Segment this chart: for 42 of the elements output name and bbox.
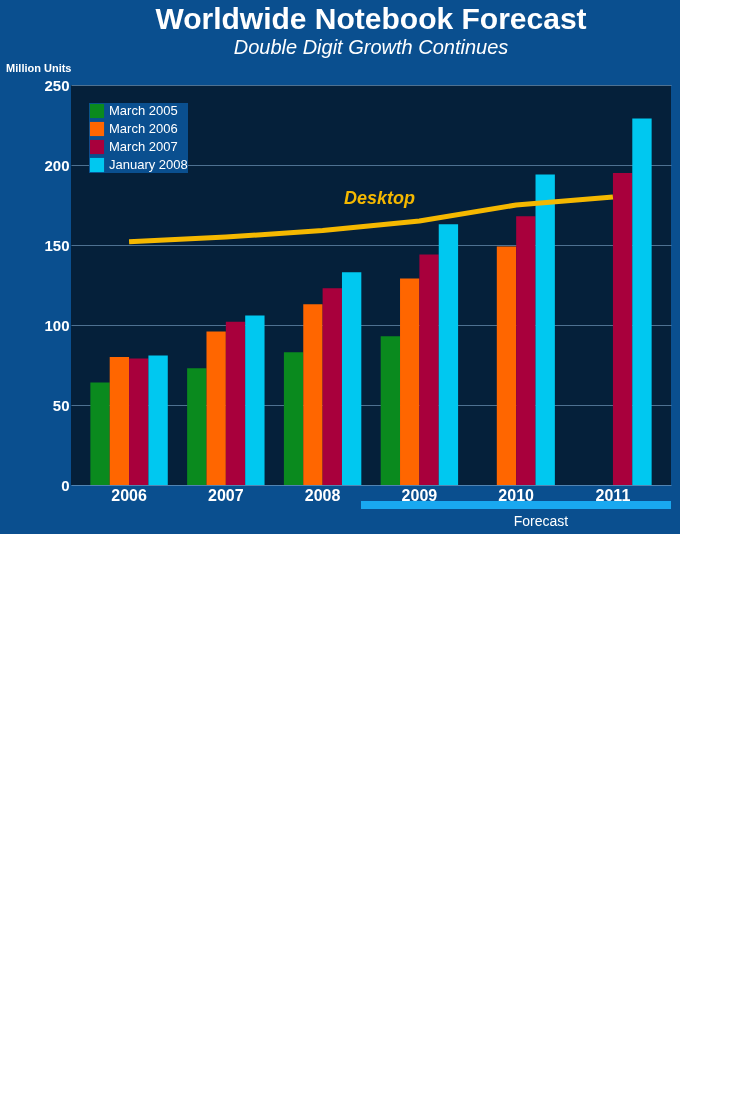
- x-tick-label: 2009: [401, 486, 438, 504]
- bar: [303, 304, 323, 485]
- legend-label: March 2007: [109, 139, 178, 154]
- series-label: Desktop: [343, 188, 415, 208]
- legend-label: March 2006: [109, 121, 178, 136]
- bar: [380, 336, 401, 485]
- bar: [245, 315, 265, 485]
- y-tick-label: 200: [44, 156, 70, 174]
- y-axis-title: Million Units: [6, 61, 72, 74]
- x-tick-label: 2011: [595, 486, 631, 504]
- y-tick-label: 0: [61, 476, 70, 494]
- chart-title: Worldwide Notebook Forecast: [155, 2, 587, 35]
- bar: [419, 254, 439, 485]
- bar: [109, 357, 130, 485]
- x-tick-label: 2008: [304, 486, 341, 504]
- bar: [535, 174, 555, 485]
- y-tick-label: 50: [52, 396, 70, 414]
- bar: [187, 368, 207, 485]
- text: Forecast: [513, 513, 569, 529]
- bar: [322, 288, 342, 485]
- bar: [129, 358, 149, 485]
- bar: [148, 355, 168, 485]
- bar: [90, 382, 110, 485]
- bar: [400, 278, 420, 485]
- bar: [206, 331, 226, 485]
- x-tick-label: 2006: [111, 486, 147, 504]
- x-tick-label: 2007: [208, 486, 244, 504]
- bar: [341, 272, 362, 485]
- legend-label: March 2005: [109, 103, 178, 118]
- bar: [225, 321, 246, 485]
- bar: [632, 118, 652, 485]
- bar: [516, 216, 536, 485]
- chart-subtitle: Double Digit Growth Continues: [233, 36, 509, 58]
- y-tick-label: 150: [44, 236, 70, 254]
- legend-label: January 2008: [109, 157, 188, 172]
- y-tick-label: 100: [44, 316, 70, 334]
- x-tick-label: 2010: [498, 486, 535, 504]
- bar: [438, 224, 459, 485]
- bar: [283, 352, 304, 485]
- bar: [612, 173, 633, 485]
- y-tick-label: 250: [44, 76, 70, 94]
- bar: [496, 246, 517, 485]
